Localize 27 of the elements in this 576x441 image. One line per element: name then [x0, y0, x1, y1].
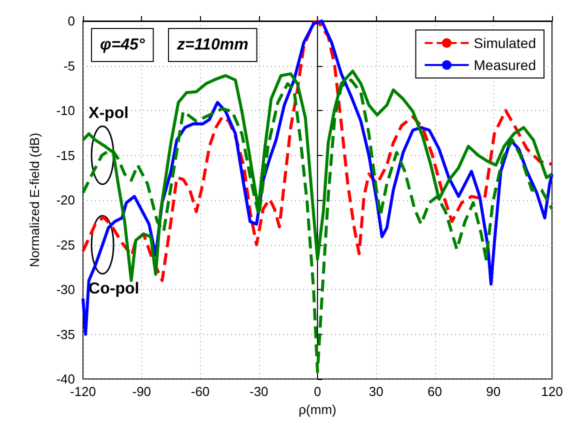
x-tick-label: 30 [368, 384, 384, 399]
annotation: z=110mm [176, 36, 248, 54]
x-tick-label: -30 [249, 384, 268, 399]
annotation: X-pol [88, 104, 129, 122]
y-tick-label: -20 [56, 192, 75, 208]
x-tick-label: 60 [428, 384, 442, 399]
legend-label: Measured [474, 57, 536, 73]
annotation: Co-pol [88, 280, 140, 298]
x-axis-title: ρ(mm) [298, 402, 336, 417]
y-tick-label: -35 [56, 326, 75, 342]
y-tick-label: -15 [56, 148, 75, 163]
line-series [82, 20, 554, 282]
legend-label: Simulated [474, 35, 536, 51]
x-tick-label: -120 [70, 384, 96, 399]
x-tick-label: -90 [132, 384, 152, 399]
x-tick-label: 90 [486, 384, 501, 399]
x-tick-label: 120 [541, 384, 563, 399]
y-tick-label: -10 [56, 103, 75, 118]
y-tick-label: 0 [68, 14, 75, 28]
x-tick-label: -60 [190, 384, 210, 399]
y-tick-label: -25 [56, 237, 75, 252]
y-axis-title: Normalized E-field (dB) [27, 132, 42, 268]
y-tick-label: -30 [56, 282, 75, 297]
annotation: φ=45° [100, 36, 146, 54]
x-tick-label: 0 [314, 384, 322, 399]
y-tick-label: -5 [63, 58, 75, 74]
y-tick-label: -40 [56, 372, 75, 386]
